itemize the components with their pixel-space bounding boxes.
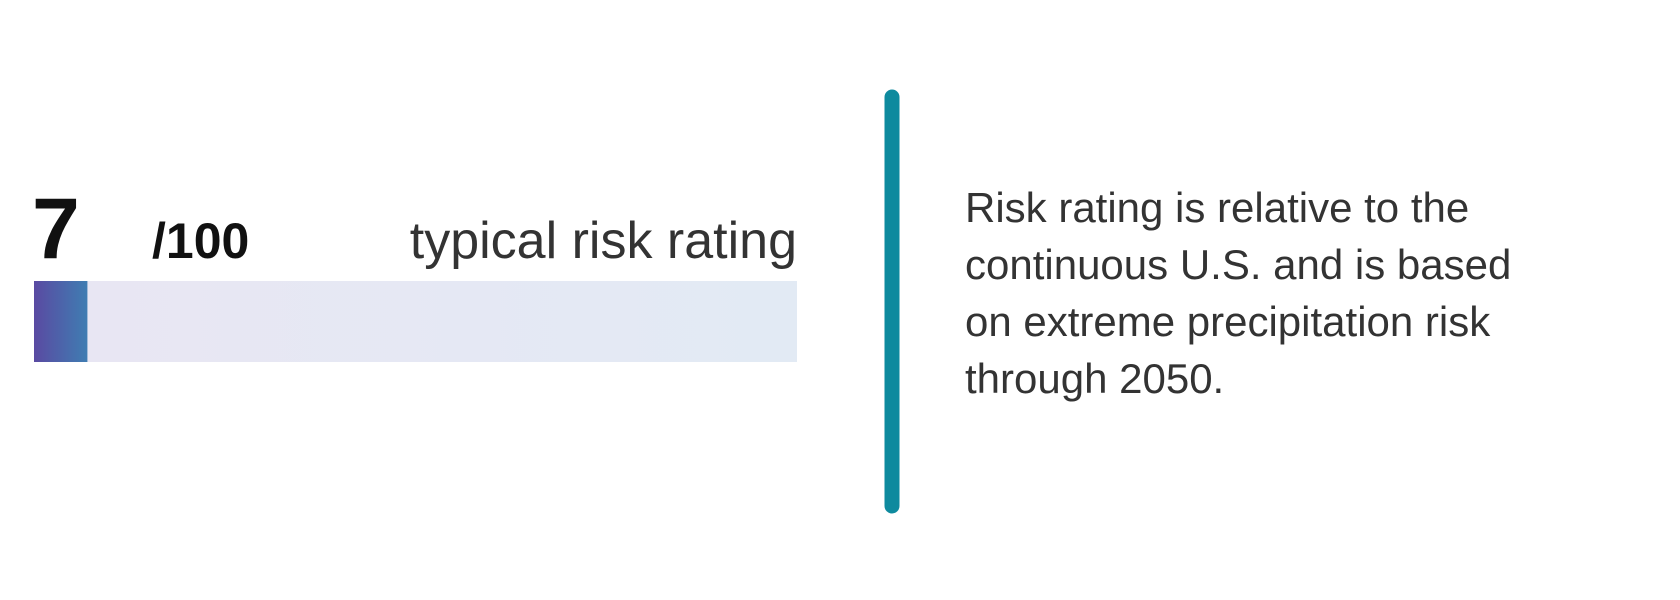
risk-score: 7 (32, 181, 80, 277)
description-line: through 2050. (965, 355, 1224, 402)
risk-fill (34, 281, 88, 362)
risk-track (34, 281, 797, 362)
risk-label: typical risk rating (410, 212, 797, 270)
description: Risk rating is relative to the continuous… (965, 184, 1511, 402)
description-line: on extreme precipitation risk (965, 298, 1491, 345)
description-line: continuous U.S. and is based (965, 241, 1511, 288)
description-line: Risk rating is relative to the (965, 184, 1469, 231)
risk-max: /100 (152, 213, 249, 269)
